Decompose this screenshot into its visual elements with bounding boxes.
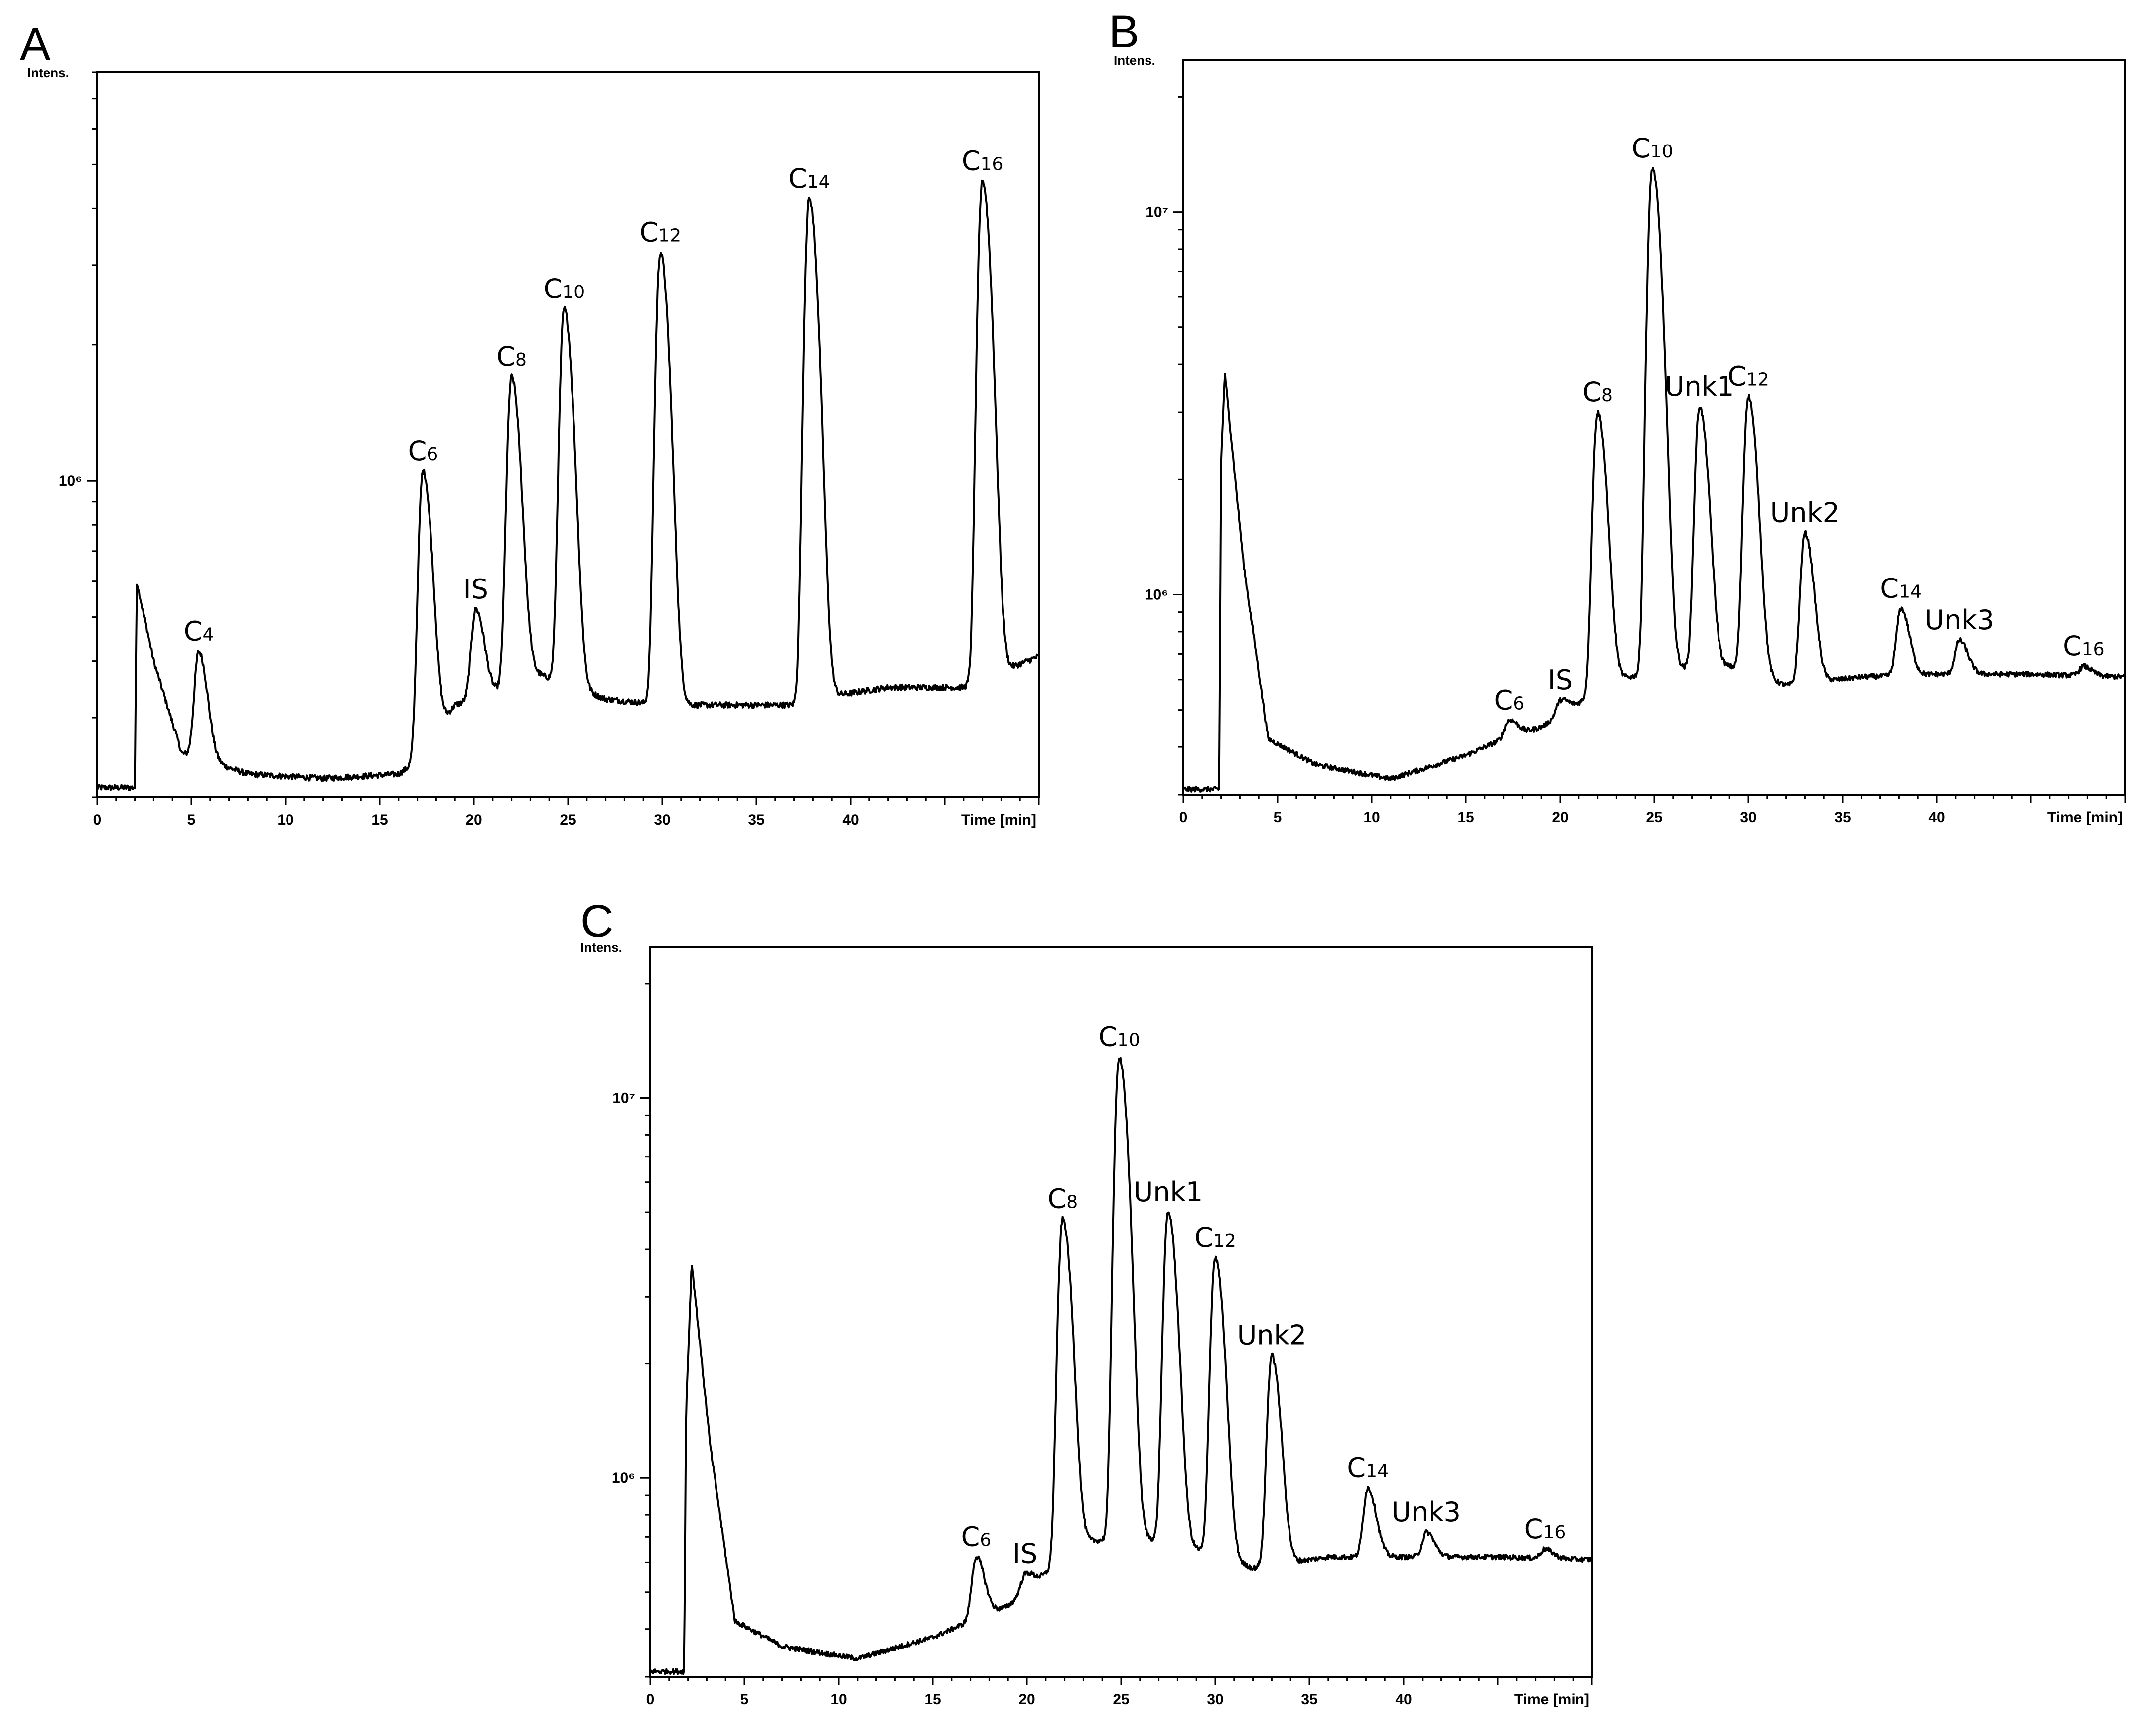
peak-label: C6 <box>1494 684 1525 716</box>
peak-label: C16 <box>1524 1513 1566 1545</box>
y-tick-label: 10⁶ <box>1145 586 1168 603</box>
peak-label: C12 <box>1194 1222 1236 1253</box>
peak-label: C8 <box>1582 376 1613 408</box>
peak-label: C8 <box>1048 1183 1078 1215</box>
peak-label: C10 <box>1098 1021 1140 1053</box>
x-tick-label: 30 <box>654 812 670 828</box>
x-tick-label: 25 <box>1113 1691 1129 1708</box>
x-tick-label: 10 <box>277 812 293 828</box>
x-axis-label: Time [min] <box>1514 1691 1589 1708</box>
x-tick-label: 15 <box>1457 809 1474 826</box>
peak-label: Unk3 <box>1392 1496 1461 1528</box>
peak-label: IS <box>463 574 488 605</box>
peak-label: C10 <box>1631 133 1673 164</box>
x-tick-label: 5 <box>1274 809 1282 826</box>
x-tick-label: 20 <box>1552 809 1568 826</box>
peak-label: C16 <box>2063 630 2105 662</box>
peak-label: C12 <box>1727 360 1769 392</box>
peak-label: C10 <box>544 273 585 304</box>
y-tick-label: 10⁷ <box>1146 204 1168 221</box>
y-tick-label: 10⁷ <box>612 1090 635 1107</box>
x-axis-label: Time [min] <box>2047 809 2123 826</box>
x-tick-label: 10 <box>830 1691 847 1708</box>
peak-label: IS <box>1548 664 1573 696</box>
peak-label: Unk2 <box>1237 1319 1306 1351</box>
peak-label: Unk1 <box>1134 1176 1203 1208</box>
x-tick-label: 30 <box>1740 809 1756 826</box>
peak-label: C14 <box>788 163 830 194</box>
peak-label: IS <box>1012 1538 1037 1569</box>
panel-letter: C <box>580 896 613 947</box>
peak-label: C14 <box>1347 1452 1389 1484</box>
x-tick-label: 20 <box>465 812 482 828</box>
x-tick-label: 40 <box>842 812 859 828</box>
peak-label: C8 <box>496 341 527 372</box>
x-tick-label: 0 <box>1179 809 1188 826</box>
x-tick-label: 40 <box>1395 1691 1412 1708</box>
peak-label: C4 <box>184 615 214 647</box>
peak-label: C6 <box>408 435 438 467</box>
y-tick-label: 10⁶ <box>59 473 82 489</box>
x-tick-label: 35 <box>1301 1691 1317 1708</box>
peak-label: C16 <box>962 145 1003 176</box>
chromatogram-trace <box>96 179 1039 791</box>
x-tick-label: 40 <box>1928 809 1945 826</box>
panel-letter: B <box>1109 6 1139 57</box>
x-axis-label: Time [min] <box>961 812 1036 828</box>
peak-label: Unk2 <box>1770 497 1840 529</box>
x-tick-label: 35 <box>748 812 764 828</box>
x-tick-label: 0 <box>646 1691 655 1708</box>
peak-label: Unk1 <box>1665 371 1734 402</box>
y-tick-label: 10⁶ <box>612 1470 635 1486</box>
y-axis-label: Intens. <box>27 65 69 80</box>
x-tick-label: 25 <box>560 812 576 828</box>
y-axis-label: Intens. <box>1114 53 1155 68</box>
panel-letter: A <box>20 19 51 70</box>
x-tick-label: 5 <box>740 1691 749 1708</box>
x-tick-label: 15 <box>371 812 388 828</box>
x-tick-label: 0 <box>93 812 102 828</box>
plot-frame <box>649 946 1593 1678</box>
x-tick-label: 15 <box>924 1691 941 1708</box>
y-axis-label: Intens. <box>580 940 622 955</box>
x-tick-label: 30 <box>1207 1691 1223 1708</box>
x-tick-label: 20 <box>1018 1691 1035 1708</box>
peak-label: Unk3 <box>1925 604 1994 636</box>
peak-label: C14 <box>1880 573 1922 604</box>
chromatogram-trace <box>650 1057 1593 1675</box>
x-tick-label: 35 <box>1834 809 1851 826</box>
x-tick-label: 5 <box>187 812 196 828</box>
peak-label: C12 <box>639 216 681 248</box>
x-tick-label: 10 <box>1363 809 1380 826</box>
chromatogram-trace <box>1182 167 2126 793</box>
x-tick-label: 25 <box>1646 809 1662 826</box>
peak-label: C6 <box>961 1521 992 1553</box>
